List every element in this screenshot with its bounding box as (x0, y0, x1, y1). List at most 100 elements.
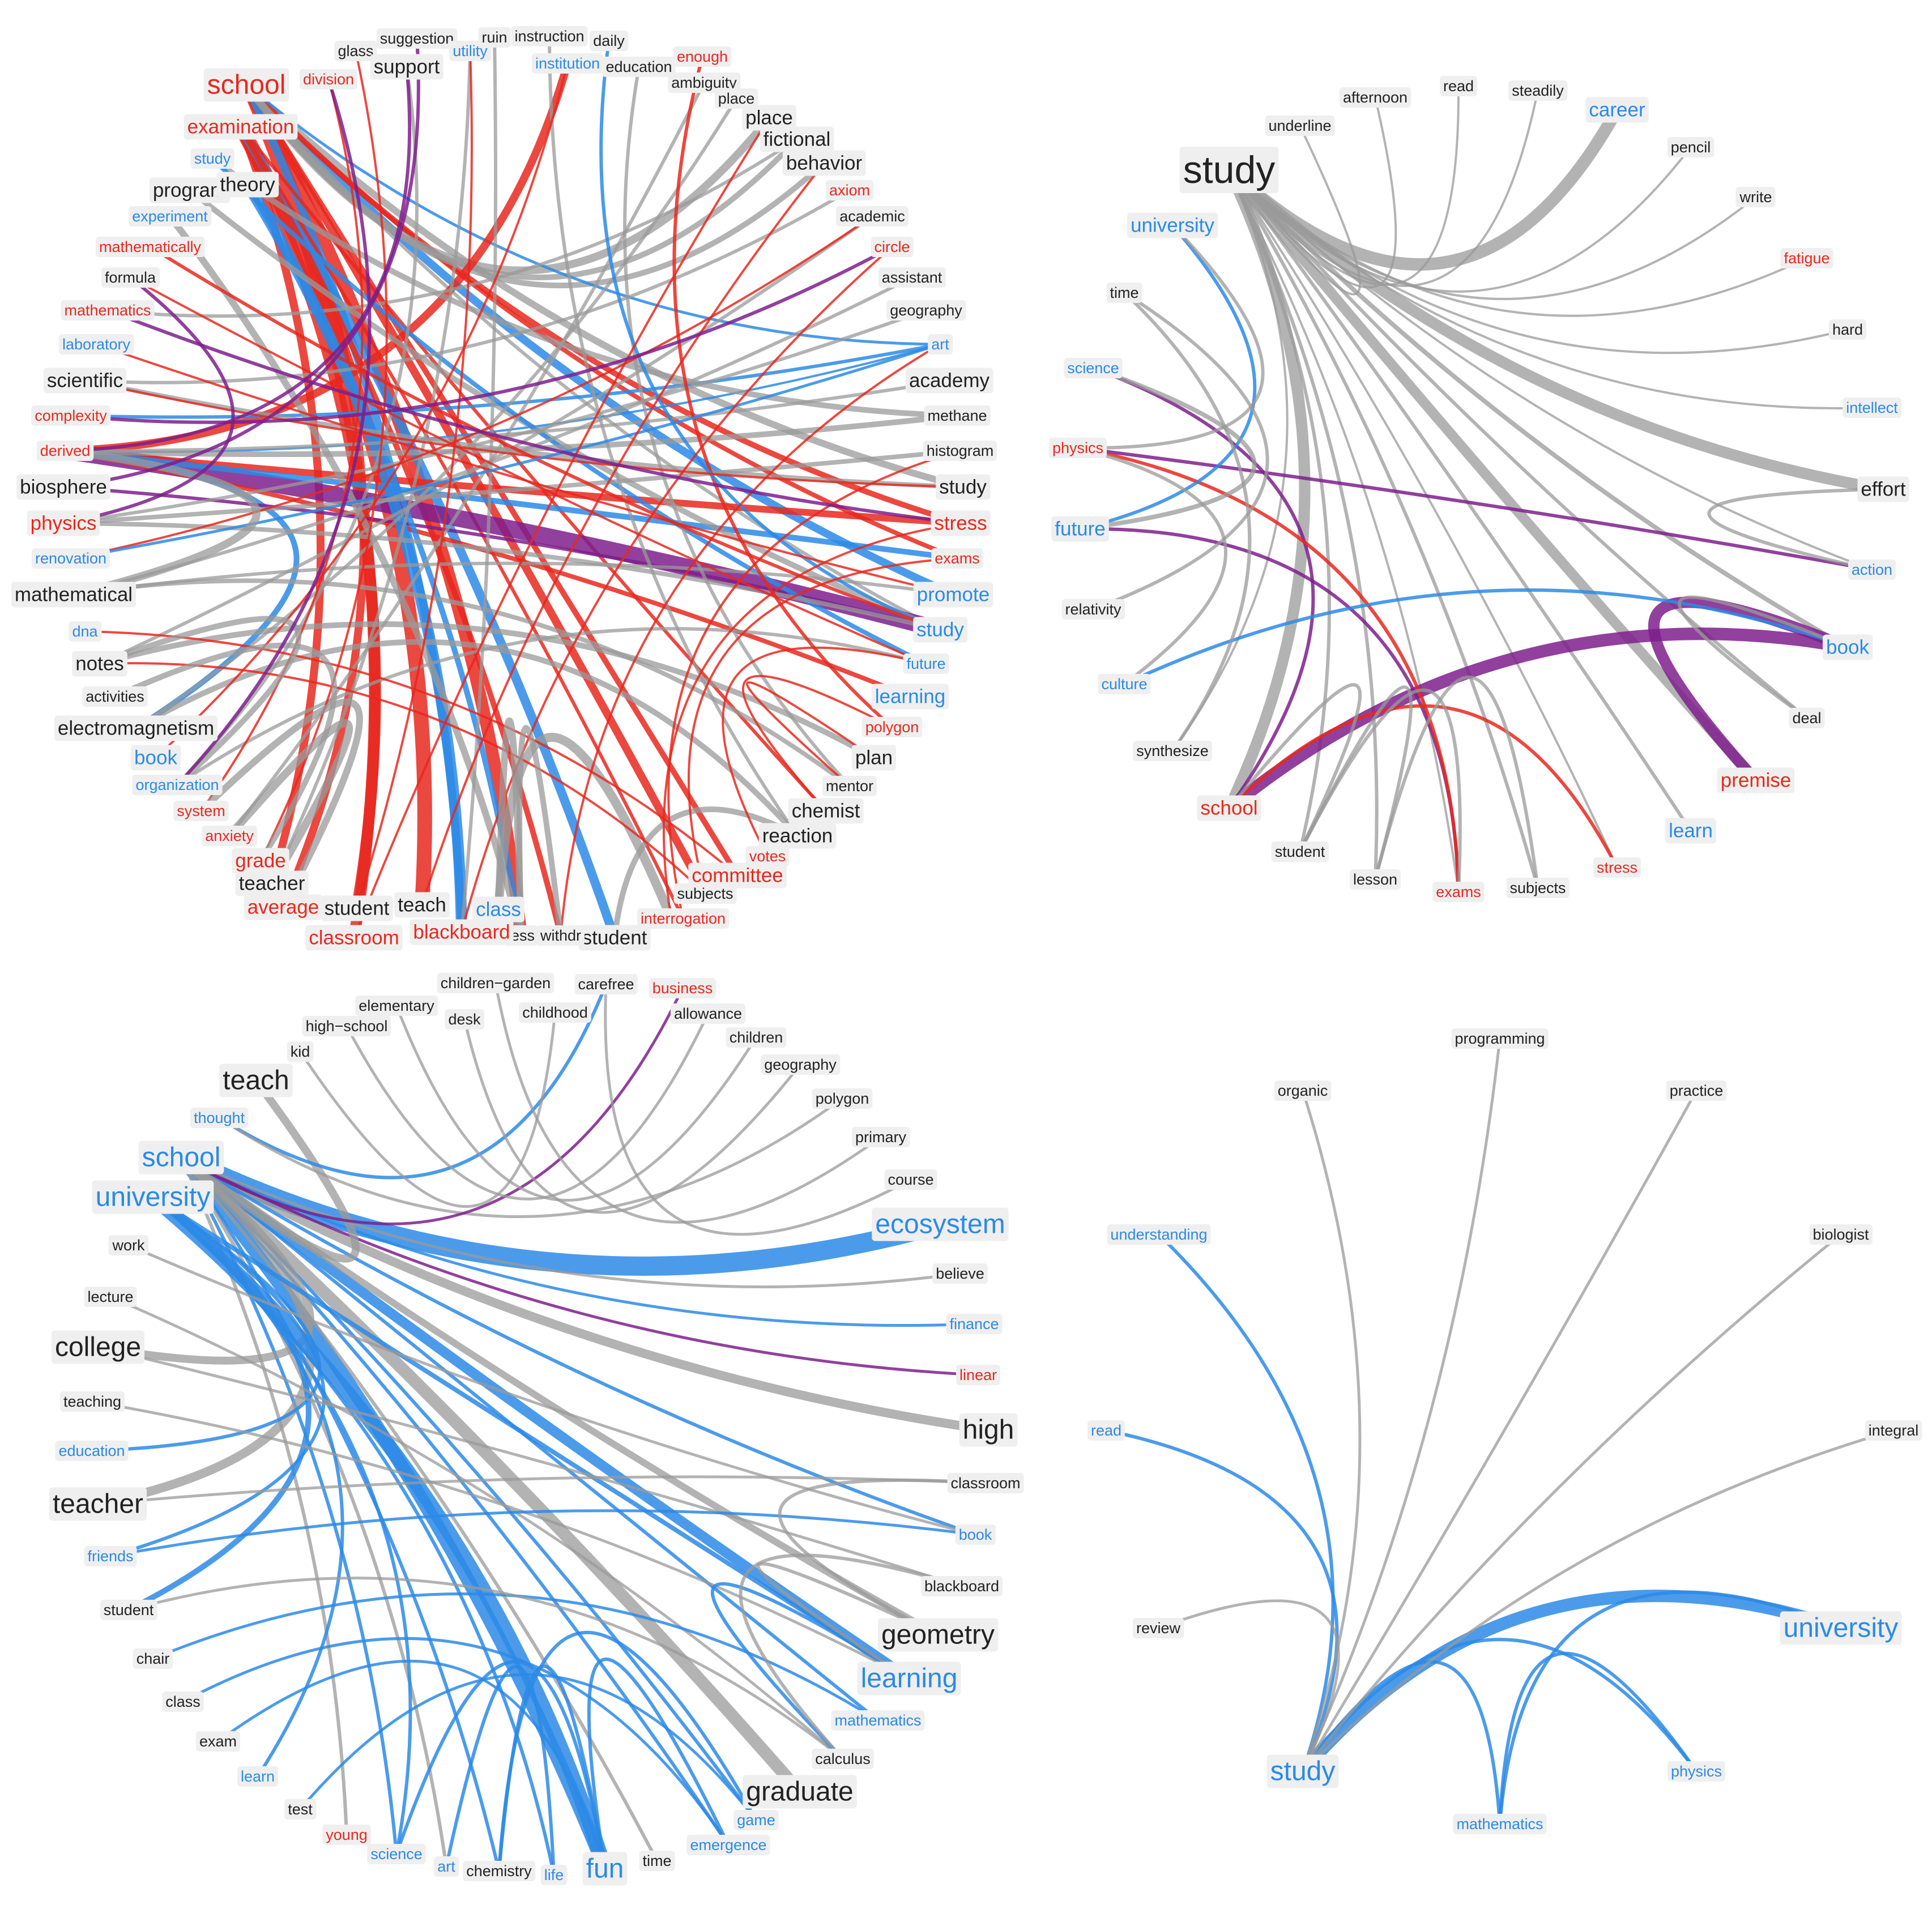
word-node: dna (69, 621, 102, 642)
word-label: renovation (35, 550, 106, 567)
word-node: student (578, 925, 651, 951)
word-label: friends (87, 1548, 133, 1565)
word-node-background (92, 1180, 214, 1214)
word-label: read (1091, 1422, 1121, 1439)
word-node-background (173, 801, 229, 821)
word-label: course (888, 1171, 933, 1188)
network-edge (460, 36, 498, 934)
network-edge (298, 1673, 758, 1822)
word-node-background (812, 1088, 873, 1109)
word-label: class (165, 1693, 201, 1710)
word-node-background (788, 798, 864, 824)
word-node: calculus (812, 1749, 874, 1769)
word-node-background (1823, 634, 1873, 660)
word-label: teacher (53, 1489, 143, 1519)
word-node-background (531, 53, 604, 74)
word-node-background (49, 1487, 147, 1521)
network-edge (672, 55, 894, 729)
word-label: test (288, 1801, 313, 1818)
word-node: write (1735, 187, 1776, 207)
word-node: fictional (760, 126, 834, 152)
word-label: action (1852, 561, 1892, 578)
network-edge (180, 1156, 659, 1863)
word-label: grade (235, 850, 286, 872)
network-edge (91, 1400, 911, 1680)
network-edge (1298, 685, 1413, 881)
word-label: organization (135, 776, 219, 793)
word-label: synthesize (1136, 742, 1209, 759)
network-edge (146, 1190, 612, 1876)
word-node-background (857, 1661, 961, 1695)
word-node-background (1506, 878, 1570, 898)
word-node: exam (195, 1731, 241, 1752)
word-label: kid (291, 1043, 310, 1060)
word-node-background (831, 1710, 925, 1731)
word-label: steadily (1512, 82, 1564, 99)
word-label: histogram (927, 442, 994, 459)
word-label: learning (875, 686, 946, 708)
network-edge (62, 448, 960, 561)
word-node: teacher (49, 1487, 147, 1521)
word-node: methane (924, 405, 991, 426)
word-node-background (437, 973, 555, 993)
word-node: exams (931, 548, 983, 569)
network-edge (181, 1637, 730, 1847)
network-edge (1228, 146, 1692, 293)
panel-study-positive-network: study review read understanding organic progr… (1087, 1028, 1922, 1834)
word-label: chemistry (466, 1863, 532, 1880)
word-node-background (219, 1063, 293, 1097)
word-node: review (1132, 1618, 1184, 1638)
network-edge (1123, 291, 1252, 753)
network-edge (200, 78, 364, 812)
word-node-background (822, 776, 877, 796)
word-node: pencil (1667, 137, 1715, 157)
word-node-background (686, 1835, 770, 1855)
network-edge (1076, 446, 1874, 571)
word-node: support (370, 54, 443, 80)
word-node: physics (1667, 1761, 1726, 1782)
network-edge (69, 245, 894, 424)
word-node: mathematics (1453, 1814, 1547, 1834)
word-node: time (639, 1851, 675, 1871)
network-edge (61, 449, 962, 526)
network-edge (421, 162, 825, 906)
word-label: study (916, 619, 964, 641)
network-edge (216, 1660, 607, 1870)
network-edge (1076, 224, 1265, 450)
word-node: school (138, 1141, 224, 1174)
word-label: linear (959, 1366, 997, 1383)
word-node-background (1789, 708, 1825, 728)
word-node: book (131, 745, 181, 771)
word-node-background (670, 1003, 746, 1024)
word-node: academy (905, 368, 993, 394)
word-label: average (248, 896, 319, 919)
network-edge (1171, 169, 1289, 752)
network-edge (148, 245, 942, 631)
word-label: academy (909, 370, 990, 392)
word-node-background (920, 1576, 1003, 1596)
word-label: plan (855, 747, 893, 769)
word-node-background (58, 334, 134, 354)
word-label: game (737, 1812, 775, 1829)
word-node-background (578, 925, 651, 951)
word-node: programming (1451, 1028, 1549, 1049)
word-label: study (1270, 1757, 1336, 1787)
word-node: test (284, 1799, 317, 1819)
word-label: elementary (359, 997, 434, 1014)
panel-study-network: study underline afternoon read steadily caree… (1048, 76, 1909, 902)
word-node-background (1780, 1611, 1902, 1645)
word-node-background (742, 105, 796, 131)
word-node-background (1667, 137, 1715, 157)
word-node-background (871, 684, 949, 710)
word-label: pencil (1671, 139, 1711, 156)
word-node: deal (1789, 708, 1825, 728)
edges (1076, 85, 1889, 894)
network-edge (745, 681, 875, 787)
word-node: desk (445, 1009, 485, 1030)
word-label: university (1131, 215, 1214, 237)
word-label: finance (949, 1315, 999, 1332)
word-node-background (1453, 1814, 1547, 1834)
word-node-background (913, 582, 993, 608)
word-node-background (1107, 1224, 1211, 1245)
